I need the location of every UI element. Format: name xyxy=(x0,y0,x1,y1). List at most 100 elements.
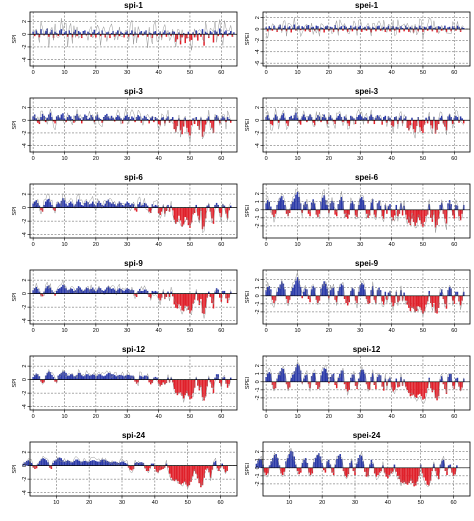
data-bar xyxy=(167,291,169,294)
data-bar xyxy=(208,204,210,208)
data-bar xyxy=(151,379,154,383)
data-bar xyxy=(357,378,360,382)
data-bar xyxy=(148,379,150,383)
data-bar xyxy=(271,381,274,386)
data-bar xyxy=(386,209,388,214)
data-bar xyxy=(406,381,409,390)
data-bar xyxy=(452,120,454,125)
x-tick-label: 0 xyxy=(265,156,268,162)
data-bar xyxy=(179,207,182,221)
data-bar xyxy=(204,379,207,397)
data-bar xyxy=(82,205,85,208)
data-bar xyxy=(137,34,139,38)
data-bar xyxy=(168,465,171,474)
data-bar xyxy=(173,120,176,130)
data-bar xyxy=(51,117,53,121)
data-bar xyxy=(266,115,269,121)
data-bar xyxy=(108,461,110,466)
data-bar xyxy=(295,464,297,468)
data-bar xyxy=(50,465,53,469)
data-bar xyxy=(46,372,48,380)
data-bar xyxy=(426,209,429,215)
data-bar xyxy=(131,465,133,471)
data-bar xyxy=(124,203,127,208)
data-bar xyxy=(332,120,335,122)
data-bar xyxy=(126,463,128,466)
y-axis-label: SPEI xyxy=(245,204,251,217)
data-bar xyxy=(296,277,299,296)
data-bar xyxy=(225,120,227,123)
data-bar xyxy=(353,204,355,210)
data-bar xyxy=(120,31,122,35)
data-bar xyxy=(137,290,139,294)
x-tick-label: 20 xyxy=(326,242,332,248)
data-bar xyxy=(220,32,223,35)
data-bar xyxy=(90,288,92,294)
data-bar xyxy=(99,118,102,121)
data-bar xyxy=(370,202,372,210)
data-bar xyxy=(393,29,396,31)
data-bar xyxy=(219,293,221,298)
x-tick-label: 0 xyxy=(265,328,268,334)
data-bar xyxy=(378,200,380,210)
data-bar xyxy=(150,293,152,299)
data-bar xyxy=(182,207,185,225)
data-bar xyxy=(104,460,107,466)
data-bar xyxy=(412,295,415,309)
data-bar xyxy=(451,467,453,473)
data-bar xyxy=(59,203,61,208)
data-bar xyxy=(293,284,296,296)
data-bar xyxy=(387,467,389,479)
data-bar xyxy=(442,381,445,385)
data-bar xyxy=(85,287,88,294)
data-bar xyxy=(452,209,454,216)
data-bar xyxy=(417,295,419,307)
data-bar xyxy=(187,207,190,226)
data-bar xyxy=(375,467,378,477)
data-bar xyxy=(408,120,410,131)
x-tick-label: 60 xyxy=(451,328,457,334)
data-bar xyxy=(401,120,404,124)
data-bar xyxy=(112,374,114,380)
data-bar xyxy=(285,295,288,300)
y-axis-label: SPEI xyxy=(245,32,251,45)
data-bar xyxy=(162,205,165,208)
panel-title: spei-12 xyxy=(353,345,381,354)
data-bar xyxy=(266,373,269,382)
data-bar xyxy=(415,381,418,398)
data-bar xyxy=(167,465,169,468)
data-bar xyxy=(175,120,177,132)
data-bar xyxy=(422,209,424,227)
data-bar xyxy=(310,27,313,30)
data-bar xyxy=(266,29,269,32)
data-bar xyxy=(340,26,343,30)
y-axis-label: SPI xyxy=(12,34,18,43)
data-bar xyxy=(123,290,125,294)
data-bar xyxy=(82,117,85,121)
data-bar xyxy=(413,467,415,487)
data-bar xyxy=(448,286,451,296)
data-bar xyxy=(181,207,183,227)
data-bar xyxy=(389,204,391,210)
data-bar xyxy=(146,290,149,294)
data-bar xyxy=(280,467,282,474)
data-bar xyxy=(378,287,380,296)
data-bar xyxy=(76,34,78,37)
data-bar xyxy=(172,465,174,481)
data-bar xyxy=(336,458,338,468)
data-bar xyxy=(317,295,319,304)
x-tick-label: 40 xyxy=(156,242,162,248)
data-bar xyxy=(281,368,283,382)
data-bar xyxy=(403,292,405,296)
data-bar xyxy=(182,120,185,127)
data-bar xyxy=(151,290,154,294)
data-bar xyxy=(326,204,329,210)
data-bar xyxy=(277,458,279,468)
data-bar xyxy=(63,285,66,294)
data-bar xyxy=(450,29,452,32)
y-tick-label: 2 xyxy=(22,20,28,23)
data-bar xyxy=(456,465,458,468)
data-bar xyxy=(282,283,285,296)
data-bar xyxy=(81,374,83,380)
y-tick-label: 0 xyxy=(255,28,261,31)
